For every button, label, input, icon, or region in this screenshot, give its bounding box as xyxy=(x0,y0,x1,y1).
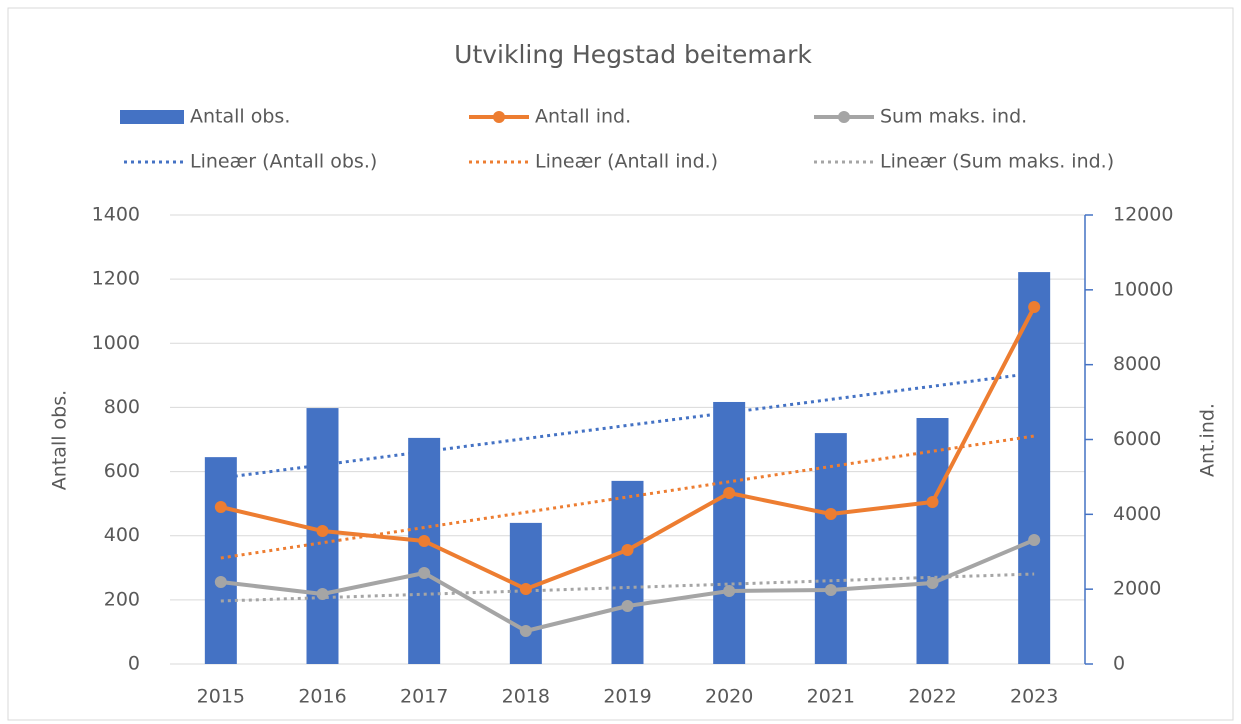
y2-tick-label: 0 xyxy=(1113,653,1125,675)
y-tick-label: 1000 xyxy=(92,332,140,354)
y2-tick-label: 12000 xyxy=(1113,204,1173,226)
line-point xyxy=(824,583,837,596)
trend-line xyxy=(220,572,1035,603)
y-tick-label: 600 xyxy=(104,460,140,482)
y-tick-label: 0 xyxy=(128,653,140,675)
y-tick-label: 400 xyxy=(104,524,140,546)
y-axis-label: Antall obs. xyxy=(49,390,71,490)
line-point xyxy=(519,624,532,637)
y-tick-label: 1200 xyxy=(92,268,140,290)
y2-tick-label: 2000 xyxy=(1113,578,1161,600)
legend-label: Lineær (Sum maks. ind.) xyxy=(880,151,1114,173)
line-point xyxy=(824,507,837,520)
bar xyxy=(916,418,949,664)
legend-label: Antall obs. xyxy=(190,106,290,128)
y2-tick-label: 10000 xyxy=(1113,278,1173,300)
x-tick-label: 2020 xyxy=(705,686,753,708)
x-tick-label: 2015 xyxy=(197,686,245,708)
chart-title: Utvikling Hegstad beitemark xyxy=(454,40,812,69)
legend-label: Lineær (Antall obs.) xyxy=(190,151,377,173)
bar xyxy=(713,401,746,664)
x-tick-label: 2016 xyxy=(298,686,346,708)
line-point xyxy=(621,543,634,556)
line-point xyxy=(621,600,634,613)
legend-swatch xyxy=(493,111,505,123)
y2-tick-label: 4000 xyxy=(1113,503,1161,525)
bar xyxy=(611,480,644,664)
x-tick-label: 2018 xyxy=(502,686,550,708)
bar xyxy=(1018,272,1051,664)
line-point xyxy=(519,583,532,596)
line-point xyxy=(316,587,329,600)
x-tick-label: 2017 xyxy=(400,686,448,708)
y2-axis-label: Ant.ind. xyxy=(1197,403,1219,477)
line-point xyxy=(723,585,736,598)
bar xyxy=(204,457,237,664)
y-tick-label: 200 xyxy=(104,588,140,610)
line-point xyxy=(214,500,227,513)
x-tick-label: 2022 xyxy=(908,686,956,708)
y2-tick-label: 6000 xyxy=(1113,428,1161,450)
legend-label: Antall ind. xyxy=(535,106,631,128)
line-point xyxy=(1028,534,1041,547)
line-point xyxy=(214,576,227,589)
y-tick-label: 1400 xyxy=(92,204,140,226)
x-tick-label: 2023 xyxy=(1010,686,1058,708)
line-point xyxy=(723,487,736,500)
bar xyxy=(408,437,441,664)
legend-label: Sum maks. ind. xyxy=(880,106,1027,128)
line-point xyxy=(418,535,431,548)
x-tick-label: 2019 xyxy=(603,686,651,708)
line-point xyxy=(1028,301,1041,314)
legend-swatch xyxy=(838,111,850,123)
line-point xyxy=(418,567,431,580)
line-point xyxy=(316,525,329,538)
y-tick-label: 800 xyxy=(104,396,140,418)
x-tick-label: 2021 xyxy=(807,686,855,708)
bar xyxy=(814,433,847,664)
legend-label: Lineær (Antall ind.) xyxy=(535,151,718,173)
legend-swatch xyxy=(120,110,184,124)
line-point xyxy=(926,496,939,509)
line-point xyxy=(926,576,939,589)
y2-tick-label: 8000 xyxy=(1113,353,1161,375)
